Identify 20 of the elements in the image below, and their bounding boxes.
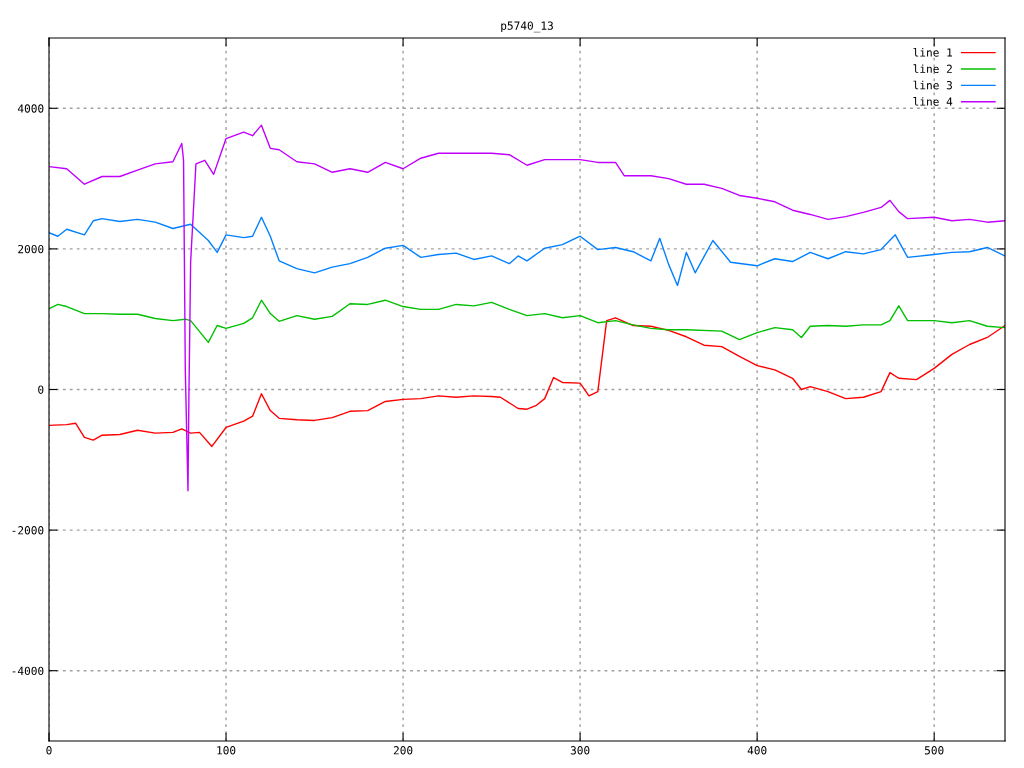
x-tick-label: 300 — [570, 746, 590, 755]
x-tick-label: 500 — [924, 746, 944, 755]
y-tick-label: 4000 — [17, 104, 44, 113]
legend-label: line 4 — [913, 97, 953, 106]
x-tick-label: 400 — [747, 746, 767, 755]
line-series — [49, 216, 1005, 287]
legend-label: line 2 — [913, 64, 952, 74]
y-tick-label: -4000 — [12, 666, 44, 676]
chart-title: p5740_13 — [501, 21, 553, 33]
x-tick-label: 100 — [217, 746, 236, 755]
x-tick-label: 200 — [393, 746, 413, 755]
legend-label: line 3 — [913, 80, 952, 90]
x-tick-label: 0 — [46, 746, 52, 755]
y-tick-label: -2000 — [12, 526, 44, 535]
legend-label: line 1 — [913, 48, 953, 57]
line-series — [49, 299, 1005, 344]
y-tick-label: 2000 — [18, 244, 44, 254]
line-series — [49, 124, 1005, 492]
line-series — [49, 317, 1005, 448]
y-tick-label: 0 — [38, 385, 44, 394]
